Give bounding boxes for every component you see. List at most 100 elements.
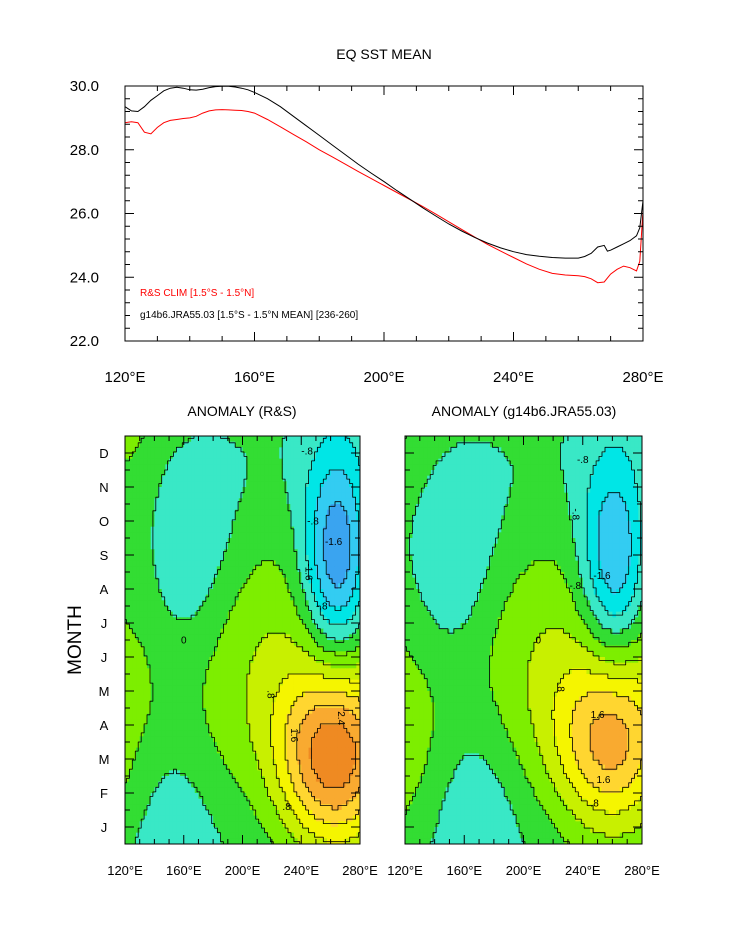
field-cell [279, 623, 284, 630]
field-cell [242, 611, 247, 618]
field-cell [348, 708, 354, 715]
field-cell [238, 764, 244, 771]
field-cell [235, 634, 240, 641]
field-cell [132, 793, 137, 800]
field-cell [348, 821, 354, 828]
field-cell [341, 464, 346, 471]
field-cell [323, 572, 328, 579]
month-label: A [100, 582, 109, 597]
field-cell [220, 543, 225, 550]
field-cell [341, 713, 346, 720]
field-cell [348, 589, 354, 596]
field-cell [154, 521, 159, 528]
field-cell [198, 628, 203, 635]
line-chart-panel: EQ SST MEAN 120°E 160°E 200°E 240°E 280°E 22… [70, 46, 664, 386]
field-cell [154, 838, 159, 844]
field-cell [326, 815, 332, 822]
field-cell [345, 713, 350, 720]
field-cell [348, 583, 354, 590]
field-cell [616, 441, 621, 448]
field-cell [337, 651, 343, 658]
field-cell [356, 691, 360, 698]
field-cell [205, 645, 211, 652]
field-cell [293, 458, 299, 465]
field-cell [125, 577, 130, 584]
field-cell [326, 662, 332, 669]
field-cell [330, 441, 335, 448]
field-cell [227, 747, 233, 754]
field-cell [128, 702, 133, 709]
field-cell [308, 742, 313, 749]
field-cell [143, 566, 148, 573]
field-cell [180, 572, 185, 579]
field-cell [242, 787, 247, 794]
field-cell [147, 662, 152, 669]
field-cell [191, 685, 196, 692]
field-cell [198, 640, 203, 647]
field-cell [345, 611, 350, 618]
field-cell [319, 730, 324, 737]
field-cell [191, 804, 196, 811]
field-cell [304, 509, 310, 516]
field-cell [301, 702, 306, 709]
field-cell [172, 515, 177, 522]
field-cell [268, 589, 273, 596]
field-cell [304, 583, 310, 590]
field-cell [319, 685, 324, 692]
field-cell [315, 685, 321, 692]
line-chart-y-tick-labels: 22.024.026.028.030.0 [70, 78, 99, 350]
contour-label: 0 [181, 635, 187, 646]
field-cell [242, 538, 247, 545]
field-cell [231, 804, 236, 811]
field-cell [194, 504, 200, 511]
field-cell [257, 645, 262, 652]
field-cell [139, 781, 144, 788]
field-cell [249, 583, 255, 590]
field-cell [297, 447, 302, 454]
field-cell [139, 685, 144, 692]
field-cell [227, 487, 233, 494]
field-cell [356, 725, 360, 732]
field-cell [352, 617, 357, 624]
field-cell [264, 441, 269, 448]
field-cell [209, 577, 214, 584]
field-cell [260, 436, 266, 443]
field-cell [356, 447, 360, 454]
field-cell [231, 645, 236, 652]
field-cell [235, 674, 240, 681]
field-cell [268, 464, 273, 471]
field-cell [301, 679, 306, 686]
field-cell [312, 781, 317, 788]
field-cell [183, 759, 189, 766]
field-cell [501, 441, 506, 448]
field-cell [202, 572, 207, 579]
field-cell [198, 736, 203, 743]
field-cell [191, 560, 196, 567]
field-cell [304, 521, 310, 528]
field-cell [154, 589, 159, 596]
field-cell [216, 804, 222, 811]
field-cell [150, 798, 155, 805]
field-cell [293, 543, 299, 550]
field-cell [198, 708, 203, 715]
field-cell [224, 572, 229, 579]
field-cell [165, 804, 170, 811]
field-cell [198, 532, 203, 539]
field-cell [180, 583, 185, 590]
field-cell [150, 640, 155, 647]
field-cell [293, 668, 299, 675]
field-cell [176, 521, 181, 528]
field-cell [242, 776, 247, 783]
field-cell [161, 798, 166, 805]
field-cell [172, 679, 177, 686]
field-cell [176, 832, 181, 839]
field-cell [136, 651, 141, 658]
field-cell [308, 793, 313, 800]
field-cell [205, 798, 211, 805]
month-label: D [99, 446, 108, 461]
field-cell [132, 713, 137, 720]
field-cell [132, 577, 137, 584]
field-cell [264, 725, 269, 732]
field-cell [154, 821, 159, 828]
field-cell [519, 447, 525, 454]
